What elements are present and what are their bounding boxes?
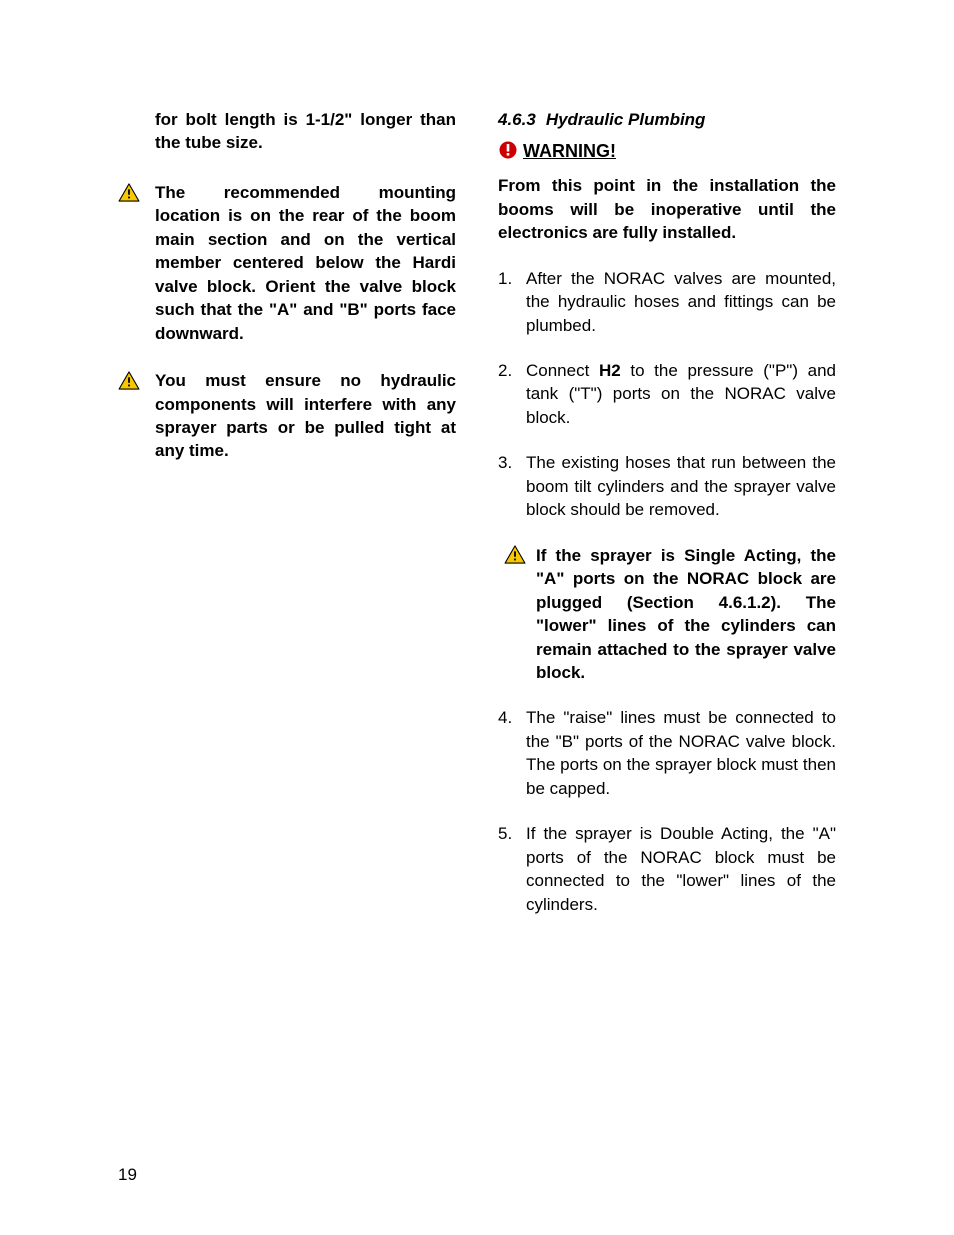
step-4: The "raise" lines must be connected to t… [498, 706, 836, 800]
step-2: Connect H2 to the pressure ("P") and tan… [498, 359, 836, 429]
two-column-layout: for bolt length is 1-1/2" longer than th… [118, 108, 836, 938]
warning-intro: From this point in the installation the … [498, 174, 836, 244]
step-2-bold: H2 [599, 361, 621, 380]
section-number: 4.6.3 [498, 110, 536, 129]
step-2-text-a: Connect [526, 361, 599, 380]
caution-triangle-icon [118, 371, 140, 390]
step-3: The existing hoses that run between the … [498, 451, 836, 521]
caution-note-1-text: The recommended mounting location is on … [155, 183, 456, 343]
caution-note-1: The recommended mounting location is on … [118, 181, 456, 345]
callout-text: If the sprayer is Single Acting, the "A"… [536, 546, 836, 682]
step-1: After the NORAC valves are mounted, the … [498, 267, 836, 337]
right-column: 4.6.3 Hydraulic Plumbing WARNING! From th… [498, 108, 836, 938]
steps-list: After the NORAC valves are mounted, the … [498, 267, 836, 522]
step-5: If the sprayer is Double Acting, the "A"… [498, 822, 836, 916]
warning-circle-icon [498, 140, 518, 160]
step-3-text: The existing hoses that run between the … [526, 453, 836, 519]
caution-note-2-text: You must ensure no hydraulic components … [155, 371, 456, 460]
page-number: 19 [118, 1165, 137, 1185]
section-heading: 4.6.3 Hydraulic Plumbing [498, 108, 836, 131]
warning-label: WARNING! [523, 141, 616, 161]
step-4-text: The "raise" lines must be connected to t… [526, 708, 836, 797]
step-5-text: If the sprayer is Double Acting, the "A"… [526, 824, 836, 913]
page: for bolt length is 1-1/2" longer than th… [0, 0, 954, 1235]
caution-triangle-icon [504, 545, 526, 564]
lead-paragraph: for bolt length is 1-1/2" longer than th… [118, 108, 456, 155]
caution-triangle-icon [118, 183, 140, 202]
single-acting-callout: If the sprayer is Single Acting, the "A"… [498, 544, 836, 685]
step-1-text: After the NORAC valves are mounted, the … [526, 269, 836, 335]
section-title: Hydraulic Plumbing [546, 110, 706, 129]
caution-note-2: You must ensure no hydraulic components … [118, 369, 456, 463]
left-column: for bolt length is 1-1/2" longer than th… [118, 108, 456, 938]
steps-list-continued: The "raise" lines must be connected to t… [498, 706, 836, 916]
warning-line: WARNING! [498, 139, 836, 164]
